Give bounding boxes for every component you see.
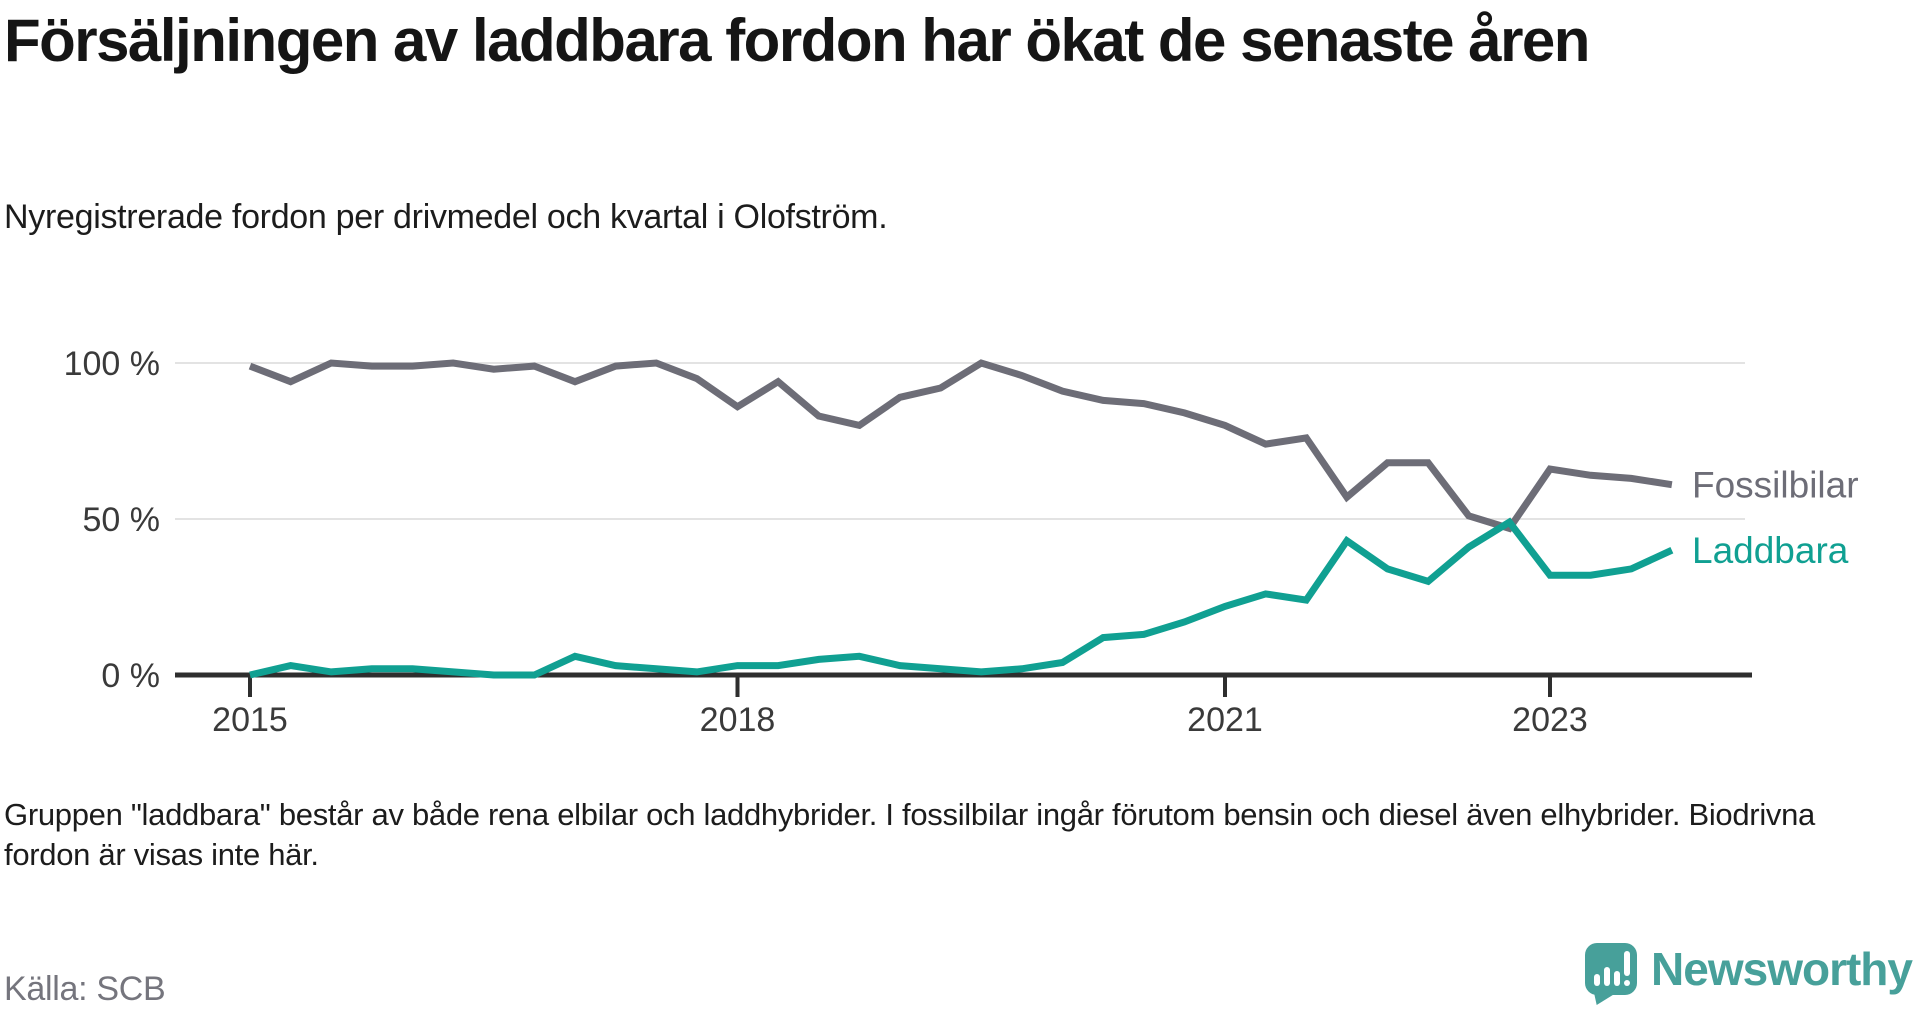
- logo-bar-icon: [1614, 971, 1621, 986]
- footnote: Gruppen "laddbara" består av både rena e…: [4, 797, 1816, 872]
- logo-bar-icon: [1594, 974, 1601, 986]
- y-axis-tick-label: 50 %: [83, 501, 161, 539]
- newsworthy-logo-text: Newsworthy: [1651, 943, 1913, 995]
- chart-subtitle: Nyregistrerade fordon per drivmedel och …: [4, 198, 888, 236]
- logo-exclamation-icon: [1624, 951, 1631, 976]
- x-axis-tick-label: 2021: [1187, 701, 1263, 739]
- newsworthy-logo: Newsworthy: [1585, 942, 1913, 1005]
- series-end-label: Fossilbilar: [1692, 465, 1859, 506]
- logo-bar-icon: [1604, 967, 1611, 986]
- x-axis-tick-label: 2015: [212, 701, 288, 739]
- fossilbilar-line: [248, 359, 1673, 533]
- page-title: Försäljningen av laddbara fordon har öka…: [4, 7, 1590, 74]
- y-axis-tick-label: 100 %: [64, 345, 160, 383]
- x-axis-tick-label: 2023: [1512, 701, 1588, 739]
- logo-exclamation-dot-icon: [1624, 980, 1631, 986]
- series-end-label: Laddbara: [1692, 530, 1849, 571]
- laddbara-line: [249, 517, 1674, 679]
- source-label: Källa: SCB: [4, 970, 166, 1008]
- newsworthy-logo-icon: [1585, 943, 1638, 1005]
- y-axis-tick-label: 0 %: [101, 657, 160, 695]
- x-axis-tick-label: 2018: [700, 701, 776, 739]
